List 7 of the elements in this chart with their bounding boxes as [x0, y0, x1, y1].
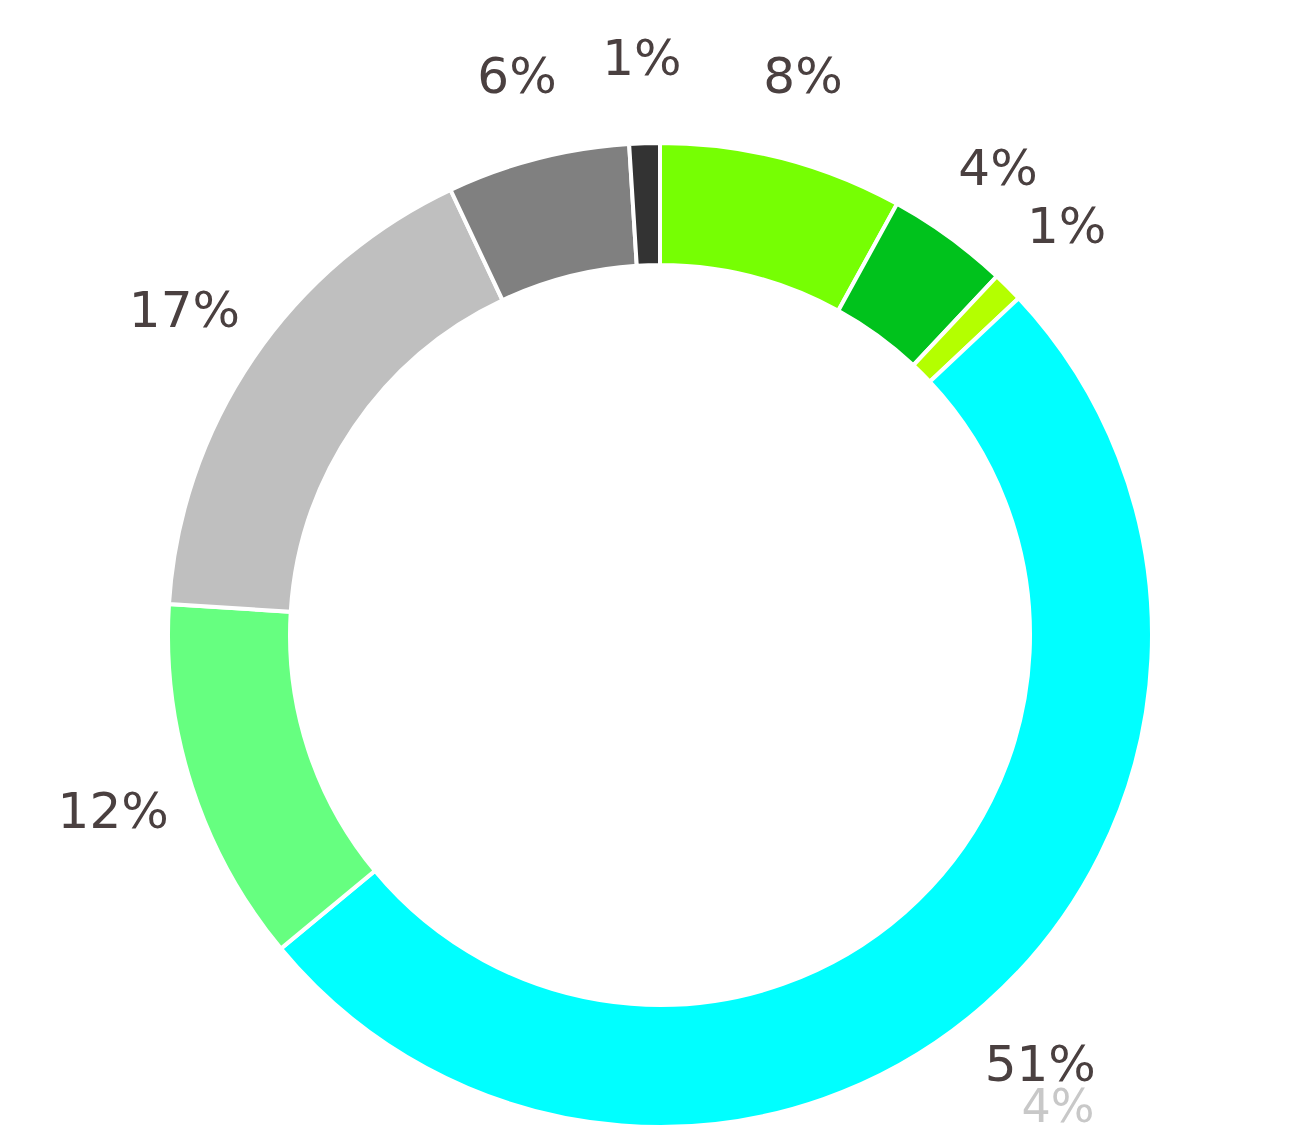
data-label: 4%: [958, 138, 1038, 197]
data-label: 8%: [763, 47, 843, 106]
data-label: 17%: [128, 280, 240, 339]
data-label: 12%: [57, 781, 169, 840]
data-label: 1%: [1026, 197, 1107, 256]
data-label: 6%: [477, 47, 557, 106]
data-label: 1%: [602, 29, 682, 88]
